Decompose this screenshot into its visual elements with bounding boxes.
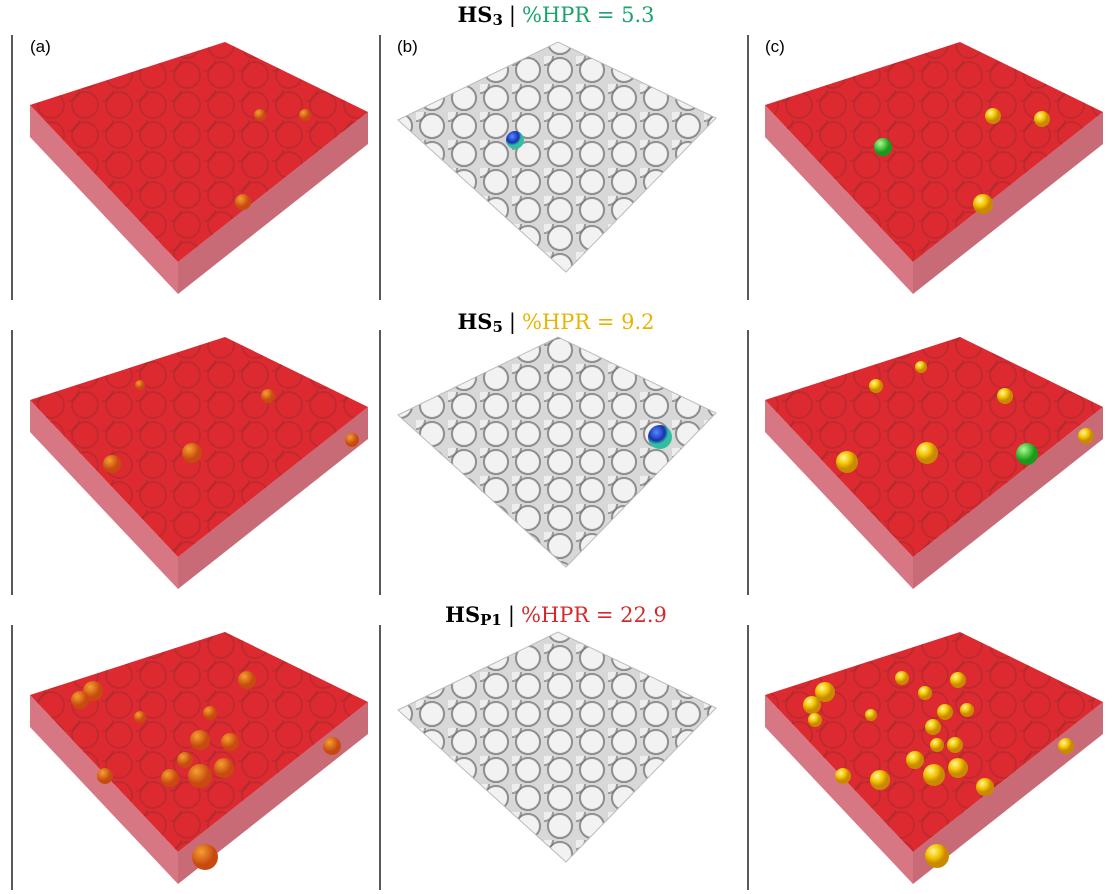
particle [948,758,968,778]
particle [808,713,822,727]
particle [960,703,974,717]
particle [1016,443,1038,465]
particle [985,108,1001,124]
sample-subscript: 3 [492,11,502,29]
particle [135,380,145,390]
metric: %HPR = 5.3 [522,3,655,27]
sheet [398,42,716,272]
particle [161,769,179,787]
particle [950,672,966,688]
separator: | [509,3,516,28]
particle [997,388,1013,404]
slab-texture [30,42,368,262]
particle [182,443,202,463]
particle [976,778,994,796]
particle [506,131,524,149]
particle [192,844,218,870]
body: (a)(b)(c)HS3|%HPR = 5.3HS5|%HPR = 9.2HSP… [0,0,1112,894]
metric: %HPR = 9.2 [522,310,655,334]
particle [299,109,311,121]
particle [906,751,924,769]
particle [238,671,256,689]
particle [973,194,993,214]
particle [261,389,275,403]
particle [869,379,883,393]
figure: (a)(b)(c)HS3|%HPR = 5.3HS5|%HPR = 9.2HSP… [0,0,1112,894]
particle [916,442,938,464]
separator: | [509,310,516,335]
sample-subscript: 5 [492,318,502,336]
particle [345,433,359,447]
panel-label: (a) [30,37,51,56]
sheet [398,337,716,567]
panel-label: (b) [397,37,418,56]
particle [836,451,858,473]
particle [865,709,877,721]
particle [835,768,851,784]
row-header: HS5 |%HPR = 9.2 [457,309,654,336]
particle [925,844,949,868]
sample-name: HS [457,2,492,27]
particle [190,730,210,750]
particle [71,691,89,709]
particle [214,758,234,778]
particle [235,194,251,210]
sheet [398,632,716,862]
sample-name: HS [457,309,492,334]
particle [874,138,892,156]
panel-label: (c) [765,37,785,56]
particle [188,764,212,788]
particle [915,361,927,373]
particle [1058,738,1074,754]
row-header: HSP1 |%HPR = 22.9 [445,602,667,629]
particle [923,764,945,786]
particle [134,711,146,723]
particle [870,770,890,790]
particle [648,425,672,449]
particle [803,696,821,714]
particle [925,719,941,735]
particle [203,706,217,720]
slab-texture [765,42,1103,262]
separator: | [508,603,515,628]
sample-subscript: P1 [480,611,502,629]
particle [254,109,266,121]
row-header: HS3 |%HPR = 5.3 [457,2,654,29]
particle [177,752,193,768]
particle [918,686,932,700]
particle [937,704,953,720]
particle [930,738,944,752]
particle [221,733,239,751]
particle [323,737,341,755]
sample-name: HS [445,602,480,627]
particle [103,455,121,473]
particle [947,737,963,753]
particle [97,768,113,784]
page: {"panels": ["(a)", "(b)", "(c)"], "rows"… [0,0,1112,894]
particle [1078,428,1094,444]
particle [1034,111,1050,127]
particle [895,671,909,685]
metric: %HPR = 22.9 [521,603,667,627]
